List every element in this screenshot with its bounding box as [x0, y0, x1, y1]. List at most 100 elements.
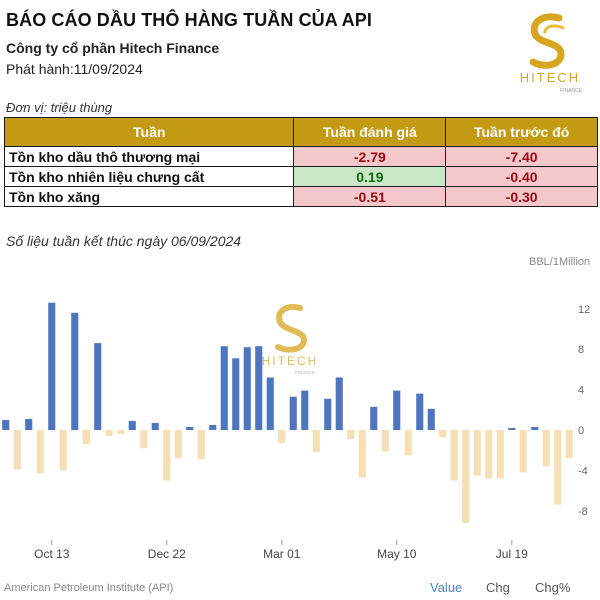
header-week: Tuần [3, 117, 295, 147]
bar [25, 418, 33, 430]
logo-sub-text: FINANCE [560, 88, 583, 94]
bar [174, 430, 182, 459]
row-current-value: 0.19 [293, 166, 447, 187]
chart-subtitle: Số liệu tuần kết thúc ngày 06/09/2024 [6, 233, 242, 249]
row-previous-value: -0.30 [445, 186, 598, 207]
bar [496, 430, 504, 479]
y-tick-label: -8 [578, 506, 588, 518]
bar [508, 428, 516, 430]
bar [48, 302, 56, 430]
bar [565, 430, 573, 459]
release-date: 11/09/2024 [73, 61, 143, 77]
x-tick-label: Jul 19 [496, 547, 528, 561]
y-tick-label: 4 [578, 385, 584, 397]
tab-value[interactable]: Value [430, 580, 463, 595]
row-previous-value: -7.40 [445, 146, 598, 167]
logo-brand-text: HITECH [520, 70, 580, 85]
bar [59, 430, 67, 471]
bar [94, 343, 102, 430]
bar [140, 430, 148, 449]
api-summary-table: Tuần Tuần đánh giá Tuần trước đó Tồn kho… [3, 117, 598, 207]
bar [370, 406, 378, 430]
watermark-brand-text: HITECH [262, 354, 319, 368]
header-previous-week: Tuần trước đó [445, 117, 598, 147]
bar [209, 424, 217, 430]
bar [197, 430, 205, 460]
bar [312, 430, 320, 453]
release-line: Phát hành:11/09/2024 [6, 61, 143, 77]
bar [485, 430, 493, 479]
row-previous-value: -0.40 [445, 166, 598, 187]
bar-series [2, 302, 573, 523]
bar [542, 430, 550, 467]
bar [278, 430, 286, 444]
table-row: Tồn kho dầu thô thương mại -2.79 -7.40 [3, 146, 598, 167]
bar [82, 430, 90, 445]
bar [531, 427, 539, 430]
bar [554, 430, 562, 505]
y-tick-label: -4 [578, 465, 588, 477]
bar [289, 396, 297, 430]
y-tick-label: 8 [578, 344, 584, 356]
bar [2, 419, 10, 430]
x-tick-label: Oct 13 [34, 547, 70, 561]
y-tick-label: 0 [578, 425, 584, 437]
bar [519, 430, 527, 473]
row-current-value: -0.51 [293, 186, 447, 207]
table-unit: Đơn vị: triệu thùng [6, 100, 113, 115]
api-weekly-inventory-chart: HITECH FINANCE 12 8 4 0 -4 -8 Oct 13 Dec 22 Mar… [2, 302, 590, 561]
report-title: BÁO CÁO DẦU THÔ HÀNG TUẦN CỦA API [6, 10, 372, 30]
bar [404, 430, 412, 456]
bar [473, 430, 481, 476]
y-tick-label: 12 [578, 304, 590, 316]
release-label: Phát hành: [6, 61, 74, 77]
y-axis: 12 8 4 0 -4 -8 [578, 304, 590, 518]
bar [416, 393, 424, 430]
watermark-logo: HITECH FINANCE [262, 304, 319, 375]
table-row: Tồn kho nhiên liệu chưng cất 0.19 -0.40 [3, 166, 598, 187]
dollar-s-logo-icon [529, 13, 565, 69]
bar [358, 430, 366, 478]
company-name: Công ty cổ phần Hitech Finance [6, 40, 220, 56]
hitech-logo: HITECH FINANCE [520, 13, 583, 94]
bar [186, 427, 194, 430]
bar [301, 390, 309, 430]
bar [427, 408, 435, 430]
tab-chg[interactable]: Chg [486, 580, 510, 595]
bar [163, 430, 171, 481]
watermark-sub-text: FINANCE [295, 370, 315, 375]
bar [105, 430, 113, 437]
bar [13, 430, 21, 470]
bar [439, 430, 447, 438]
row-name: Tồn kho xăng [3, 186, 295, 207]
bar [266, 377, 274, 430]
bar [347, 430, 355, 440]
row-name: Tồn kho nhiên liệu chưng cất [3, 166, 295, 187]
x-tick-label: Dec 22 [148, 547, 186, 561]
bar [220, 346, 228, 430]
bar [393, 390, 401, 430]
bar [117, 430, 125, 434]
bar [381, 430, 389, 452]
bar [255, 346, 263, 430]
chart-unit: BBL/1Million [529, 256, 591, 268]
table-header-row: Tuần Tuần đánh giá Tuần trước đó [3, 117, 598, 147]
bar [243, 347, 251, 430]
bar [128, 420, 136, 430]
row-current-value: -2.79 [293, 146, 447, 167]
bar [450, 430, 458, 481]
bar [71, 312, 79, 430]
row-name: Tồn kho dầu thô thương mại [3, 146, 295, 167]
x-axis: Oct 13 Dec 22 Mar 01 May 10 Jul 19 [34, 540, 528, 561]
tab-chg-percent[interactable]: Chg% [535, 580, 571, 595]
bar [36, 430, 44, 474]
table-row: Tồn kho xăng -0.51 -0.30 [3, 186, 598, 207]
bar [335, 377, 343, 430]
bar [151, 422, 159, 430]
x-tick-label: May 10 [377, 547, 417, 561]
bar [324, 398, 332, 430]
bar [232, 358, 240, 430]
source-label: American Petroleum Institute (API) [4, 582, 174, 594]
header-current-week: Tuần đánh giá [293, 117, 447, 147]
x-tick-label: Mar 01 [263, 547, 301, 561]
